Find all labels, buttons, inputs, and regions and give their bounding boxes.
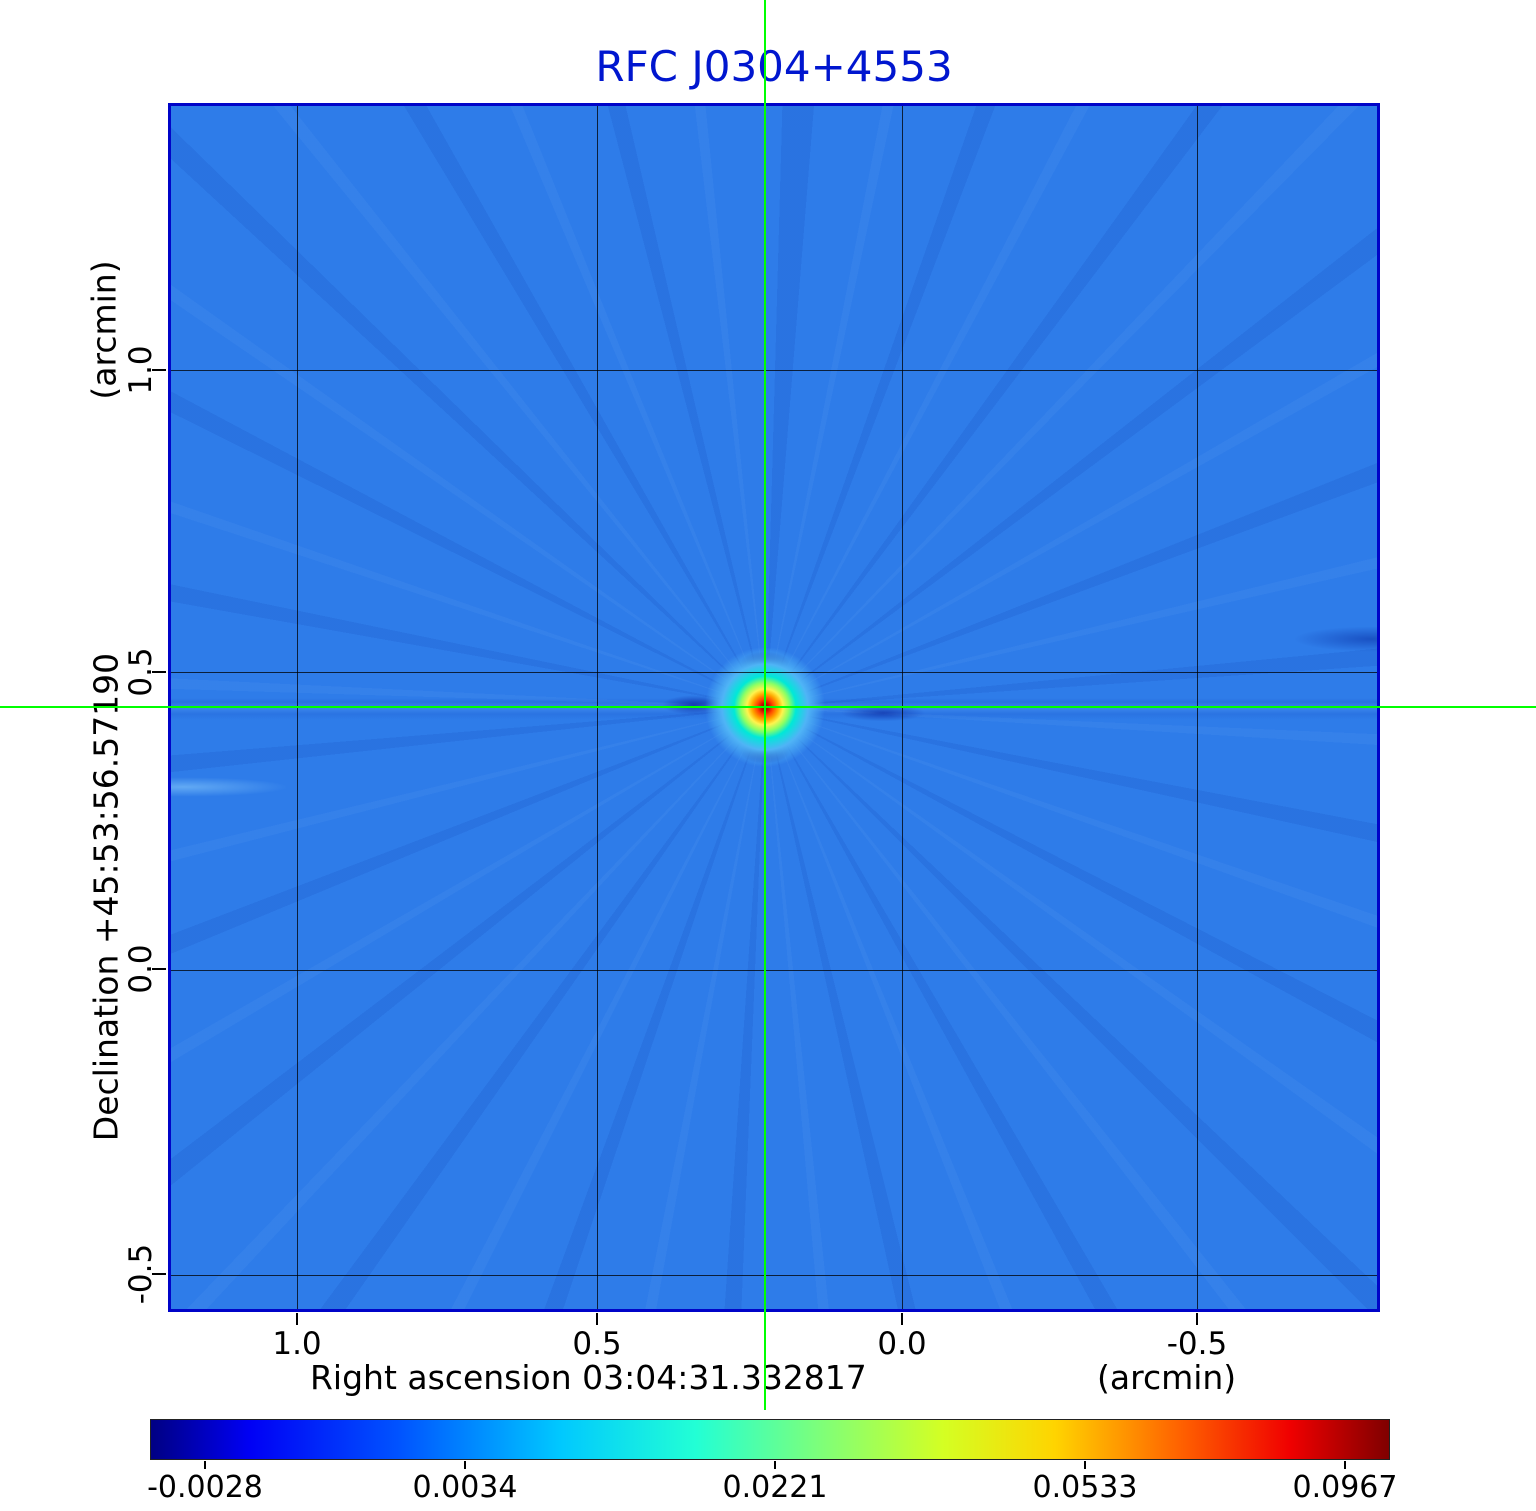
y-axis-label: Declination +45:53:56.57190 [86, 652, 126, 1142]
colorbar-tick-label: 0.0221 [722, 1470, 828, 1505]
crosshair-vertical [764, 0, 766, 1410]
y-tick-label: 1.0 [123, 345, 159, 395]
x-axis-unit: (arcmin) [1097, 1358, 1237, 1397]
grid-line-h [171, 672, 1377, 673]
x-tick [1196, 1313, 1198, 1325]
colorbar-tick-label: 0.0967 [1292, 1470, 1398, 1505]
y-axis-unit: (arcmin) [84, 260, 124, 400]
colorbar-tick-label: 0.0533 [1032, 1470, 1138, 1505]
grid-line-h [171, 1275, 1377, 1276]
colorbar-tick [1344, 1461, 1346, 1469]
y-tick [152, 369, 166, 371]
colorbar-tick-label: 0.0034 [412, 1470, 518, 1505]
x-tick [901, 1313, 903, 1325]
y-tick [152, 1273, 166, 1275]
grid-line-h [171, 970, 1377, 971]
y-tick [152, 968, 166, 970]
colorbar-tick [464, 1461, 466, 1469]
colorbar-tick-label: -0.0028 [147, 1470, 263, 1505]
colorbar-tick [204, 1461, 206, 1469]
x-tick-label: -0.5 [1166, 1326, 1228, 1362]
x-tick [596, 1313, 598, 1325]
colorbar-tick [1084, 1461, 1086, 1469]
x-tick-label: 1.0 [272, 1326, 322, 1362]
x-tick [296, 1313, 298, 1325]
grid-line-h [171, 370, 1377, 371]
figure-title: RFC J0304+4553 [595, 42, 953, 91]
y-tick [152, 671, 166, 673]
y-tick-label: 0.0 [123, 944, 159, 994]
x-axis-label: Right ascension 03:04:31.332817 [310, 1358, 867, 1397]
colorbar-tick [774, 1461, 776, 1469]
crosshair-horizontal [0, 706, 1536, 708]
y-tick-label: 0.5 [123, 647, 159, 697]
colorbar [150, 1419, 1390, 1460]
x-tick-label: 0.0 [877, 1326, 927, 1362]
x-tick-label: 0.5 [572, 1326, 622, 1362]
y-tick-label: -0.5 [123, 1243, 159, 1305]
